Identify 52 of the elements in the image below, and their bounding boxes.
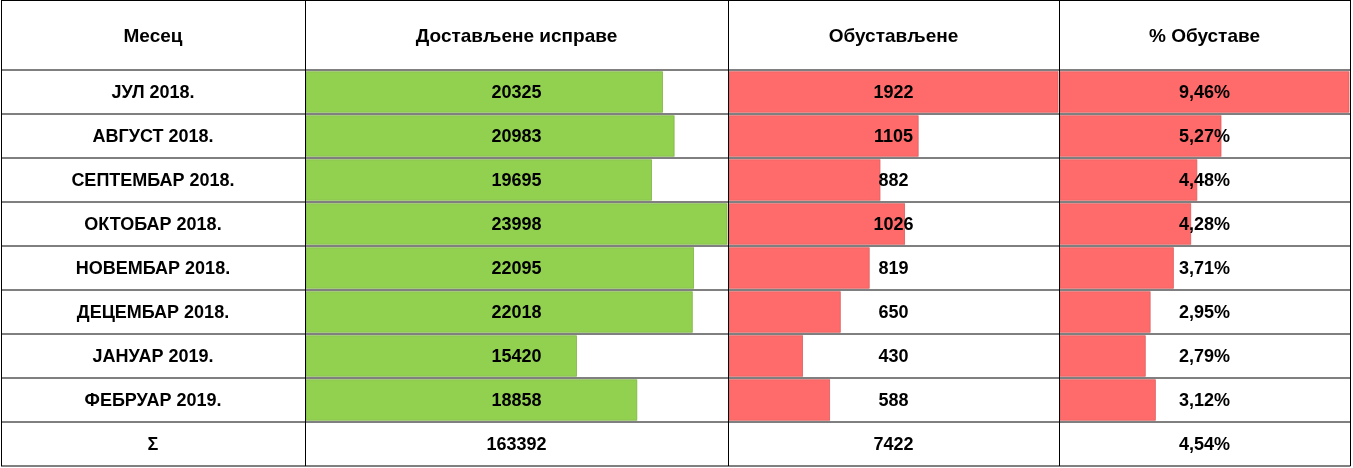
chart-title: Обустављене [828, 24, 959, 46]
data-label: 430 [878, 346, 909, 366]
text: 4,54% [1178, 434, 1231, 454]
text: 163392 [486, 434, 547, 454]
bar [728, 159, 881, 201]
chart-title: Достављене исправе [415, 24, 618, 46]
text: 7422 [873, 434, 914, 454]
data-label: 3,71% [1178, 258, 1231, 278]
y-tick-label: СЕПТЕМБАР 2018. [71, 170, 235, 190]
bar [305, 71, 663, 113]
data-label: 20325 [491, 82, 542, 102]
bar [1059, 291, 1151, 333]
data-label: 2,79% [1178, 346, 1231, 366]
data-label: 22018 [491, 302, 542, 322]
y-tick-label: АВГУСТ 2018. [92, 126, 214, 146]
data-label: 20983 [491, 126, 542, 146]
bar [305, 115, 675, 157]
y-tick-label: ДЕЦЕМБАР 2018. [76, 302, 230, 322]
bar [1059, 247, 1174, 289]
bar [728, 379, 831, 421]
bar [1059, 379, 1156, 421]
bar [728, 291, 841, 333]
y-tick-label: ФЕБРУАР 2019. [84, 390, 222, 410]
bar [1059, 335, 1146, 377]
bar [305, 291, 693, 333]
y-tick-label: НОВЕМБАР 2018. [75, 258, 231, 278]
y-tick-label: ЈАНУАР 2019. [92, 346, 214, 366]
data-label: 19695 [491, 170, 542, 190]
bar [728, 115, 919, 157]
data-label: 819 [878, 258, 909, 278]
data-label: 3,12% [1178, 390, 1231, 410]
y-tick-label: ОКТОБАР 2018. [84, 214, 222, 234]
y-axis-title: Месец [123, 24, 183, 46]
chart-title: % Обуставе [1149, 24, 1260, 46]
data-label: 18858 [491, 390, 542, 410]
bar [305, 247, 695, 289]
bar [305, 335, 577, 377]
bar [305, 159, 652, 201]
data-label: 1105 [873, 126, 914, 146]
data-label: 1922 [873, 82, 914, 102]
bar [305, 379, 638, 421]
data-label: 9,46% [1178, 82, 1231, 102]
bar [728, 335, 804, 377]
y-tick-label: ЈУЛ 2018. [111, 82, 195, 102]
data-label: 588 [878, 390, 909, 410]
bar [728, 247, 870, 289]
data-label: 23998 [491, 214, 542, 234]
data-label: 2,95% [1178, 302, 1231, 322]
data-label: 15420 [491, 346, 542, 366]
data-label: 650 [878, 302, 909, 322]
data-label: 22095 [491, 258, 542, 278]
text: Σ [147, 434, 159, 454]
